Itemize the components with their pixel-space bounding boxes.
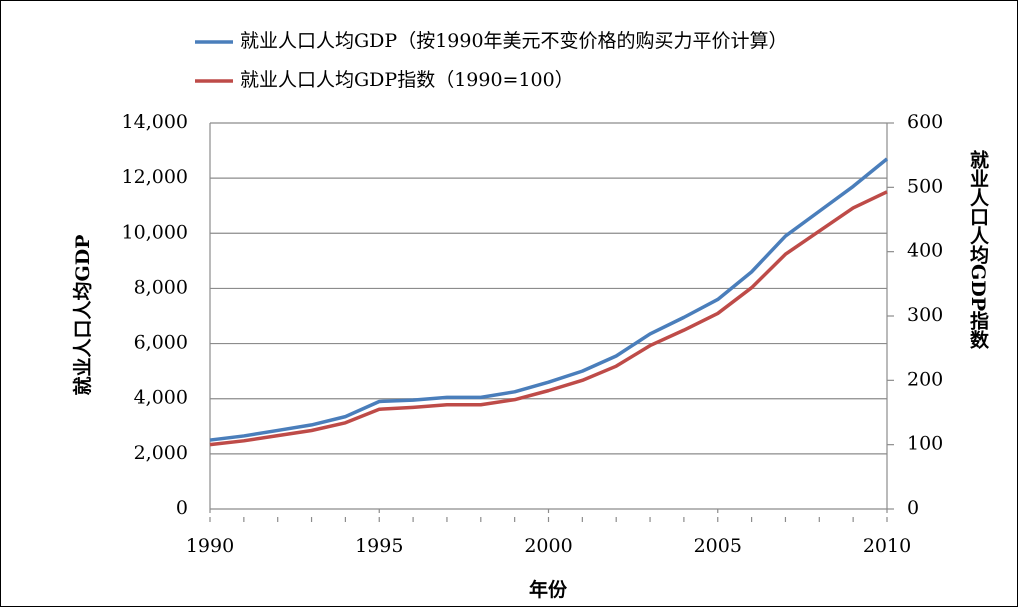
y2-tick-label: 500 [907,175,943,197]
y2-axis-label: 就业人口人均GDP指数 [967,149,989,350]
y2-tick-label: 600 [907,111,943,133]
x-tick-label: 2000 [524,535,572,557]
x-axis-label: 年份 [529,578,568,601]
y-tick-label: 4,000 [134,387,188,409]
y2-tick-label: 100 [907,433,943,455]
y-tick-label: 0 [176,497,188,519]
y2-tick-label: 200 [907,368,943,390]
legend-label: 就业人口人均GDP（按1990年美元不变价格的购买力平价计算） [240,30,788,52]
y-axis-label: 就业人口人均GDP [71,235,94,396]
y2-tick-label: 400 [907,240,943,262]
y2-tick-label: 0 [907,497,919,519]
series-line [209,190,888,447]
series-line [209,157,889,442]
y-tick-label: 14,000 [122,111,188,133]
y2-tick-label: 300 [907,304,943,326]
y-tick-label: 2,000 [134,442,188,464]
legend-label: 就业人口人均GDP指数（1990=100） [240,69,574,91]
y-tick-label: 6,000 [134,332,188,354]
y-tick-label: 8,000 [134,276,188,298]
x-tick-label: 1990 [186,535,234,557]
y-tick-label: 12,000 [122,166,188,188]
y-tick-label: 10,000 [122,221,188,243]
x-tick-label: 1995 [355,535,403,557]
x-tick-label: 2010 [863,535,911,557]
x-tick-label: 2005 [694,535,742,557]
